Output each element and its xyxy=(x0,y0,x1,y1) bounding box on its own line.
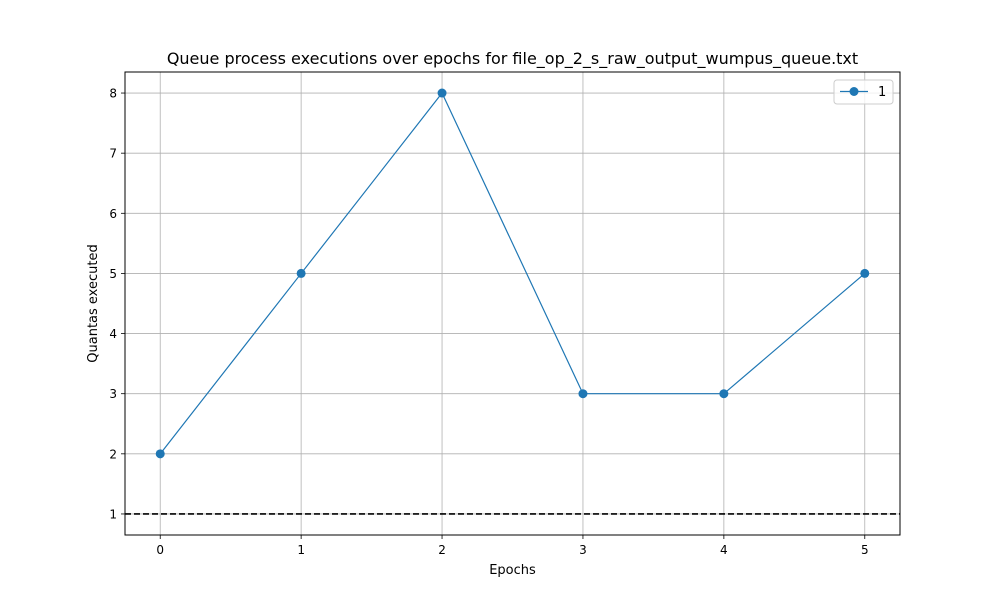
x-tick-label: 3 xyxy=(579,543,587,557)
chart-title: Queue process executions over epochs for… xyxy=(167,49,858,69)
y-axis-ticks: 1 2 3 4 5 6 7 8 xyxy=(109,87,125,521)
series-layer xyxy=(155,88,870,459)
legend-series-marker xyxy=(849,87,859,96)
y-tick-label: 1 xyxy=(109,507,117,521)
data-point xyxy=(437,88,447,98)
x-tick-label: 0 xyxy=(156,543,164,557)
x-tick-label: 5 xyxy=(861,543,869,557)
plot-area-frame xyxy=(124,71,901,536)
data-point xyxy=(719,389,729,399)
x-tick-label: 4 xyxy=(720,543,728,557)
data-point xyxy=(578,389,588,399)
y-tick-label: 3 xyxy=(109,387,117,401)
y-tick-label: 8 xyxy=(109,87,117,101)
data-point xyxy=(860,268,870,278)
x-tick-label: 2 xyxy=(438,543,446,557)
y-tick-label: 5 xyxy=(109,267,117,281)
y-tick-label: 6 xyxy=(109,207,117,221)
series-line xyxy=(159,91,866,455)
y-axis-label: Quantas executed xyxy=(86,244,101,362)
legend-series-label: 1 xyxy=(878,85,886,100)
grid-layer xyxy=(125,72,900,535)
y-tick-label: 7 xyxy=(109,147,117,161)
legend: 1 xyxy=(833,79,894,105)
y-tick-label: 2 xyxy=(109,447,117,461)
data-point xyxy=(296,268,306,278)
y-tick-label: 4 xyxy=(109,327,117,341)
x-tick-label: 1 xyxy=(297,543,305,557)
data-point xyxy=(155,449,165,459)
x-axis-label: Epochs xyxy=(489,563,536,578)
x-axis-ticks: 0 1 2 3 4 5 xyxy=(156,535,869,557)
